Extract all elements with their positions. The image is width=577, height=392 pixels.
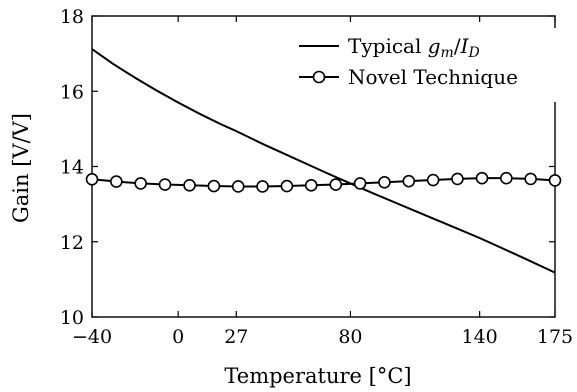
series-1-point [329, 178, 343, 191]
legend-typical-m: m [441, 45, 454, 61]
y-axis-label: Gain [V/V] [9, 113, 33, 223]
series-1-point [231, 180, 245, 193]
legend-typical-prefix: Typical [348, 34, 428, 58]
plot-area: −40 0 27 80 140 175 10 12 14 16 18 [60, 6, 573, 348]
x-axis-ticks: −40 0 27 80 140 175 [72, 16, 573, 348]
series-1-point [207, 179, 221, 193]
series-1-point [85, 172, 99, 186]
legend-marker-novel [312, 70, 326, 84]
y-tick-label: 14 [60, 157, 84, 179]
series-1-point [548, 174, 562, 187]
y-tick-label: 18 [60, 6, 84, 28]
y-tick-label: 10 [60, 307, 84, 329]
x-tick-label: 140 [461, 326, 497, 348]
series-1-point [402, 174, 416, 188]
series-1-point [280, 179, 294, 193]
legend-typical-slash: / [454, 34, 461, 58]
series-line-0 [91, 48, 556, 274]
x-tick-label: 0 [172, 326, 184, 348]
x-tick-label: 80 [338, 326, 362, 348]
legend-typical-I: I [460, 34, 470, 58]
series-1-point [524, 172, 537, 186]
x-tick-label: −40 [72, 326, 112, 348]
y-axis-ticks: 10 12 14 16 18 [60, 6, 555, 329]
x-axis-label: Temperature [°C] [224, 364, 411, 388]
legend-typical-D: D [467, 45, 479, 61]
series-1-point [183, 179, 196, 192]
series-1-point [500, 171, 513, 185]
series-1-point [475, 171, 489, 185]
x-tick-label: 27 [224, 326, 248, 348]
series-1-point [134, 177, 147, 190]
series-1-point [451, 172, 464, 186]
series-1-point [353, 177, 367, 190]
y-tick-label: 16 [60, 81, 84, 103]
legend-label-novel: Novel Technique [348, 65, 518, 89]
series-layer [85, 48, 562, 274]
series-1-point [256, 180, 269, 193]
series-1-point [426, 173, 440, 187]
legend-box [287, 28, 569, 102]
legend-typical-g: g [428, 34, 441, 58]
legend-label-typical: Typical gm/ID [348, 34, 480, 61]
series-1-point [378, 176, 391, 189]
series-1-point [158, 178, 172, 191]
series-1-point [304, 179, 318, 192]
legend: Typical gm/ID Novel Technique [287, 28, 569, 102]
series-1-point [110, 175, 123, 188]
x-tick-label: 175 [537, 326, 573, 348]
y-tick-label: 12 [60, 232, 84, 254]
